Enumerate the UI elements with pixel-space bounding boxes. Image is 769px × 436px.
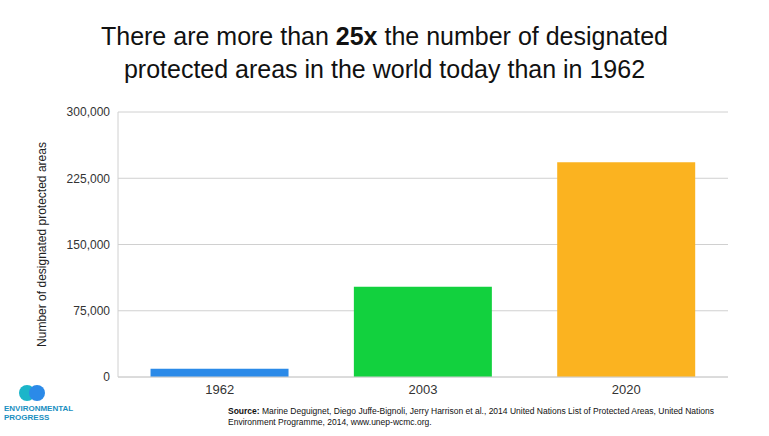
svg-text:2003: 2003 <box>409 382 438 397</box>
svg-text:150,000: 150,000 <box>67 238 111 252</box>
svg-text:Number of designated protected: Number of designated protected areas <box>35 142 49 347</box>
svg-text:75,000: 75,000 <box>73 304 110 318</box>
html-text:Source: Marine Deguignet, Dieg: Source: Marine Deguignet, Diego Juffe-Bi… <box>228 406 714 427</box>
html-text:PROGRESS: PROGRESS <box>4 413 50 422</box>
svg-text:1962: 1962 <box>205 382 234 397</box>
svg-text:2020: 2020 <box>612 382 641 397</box>
html-text:ENVIRONMENTAL: ENVIRONMENTAL <box>4 404 74 413</box>
svg-text:300,000: 300,000 <box>67 105 111 119</box>
html-text:There are more than 25x the nu: There are more than 25x the number of de… <box>101 22 668 83</box>
svg-text:225,000: 225,000 <box>67 172 111 186</box>
svg-text:0: 0 <box>103 370 110 384</box>
